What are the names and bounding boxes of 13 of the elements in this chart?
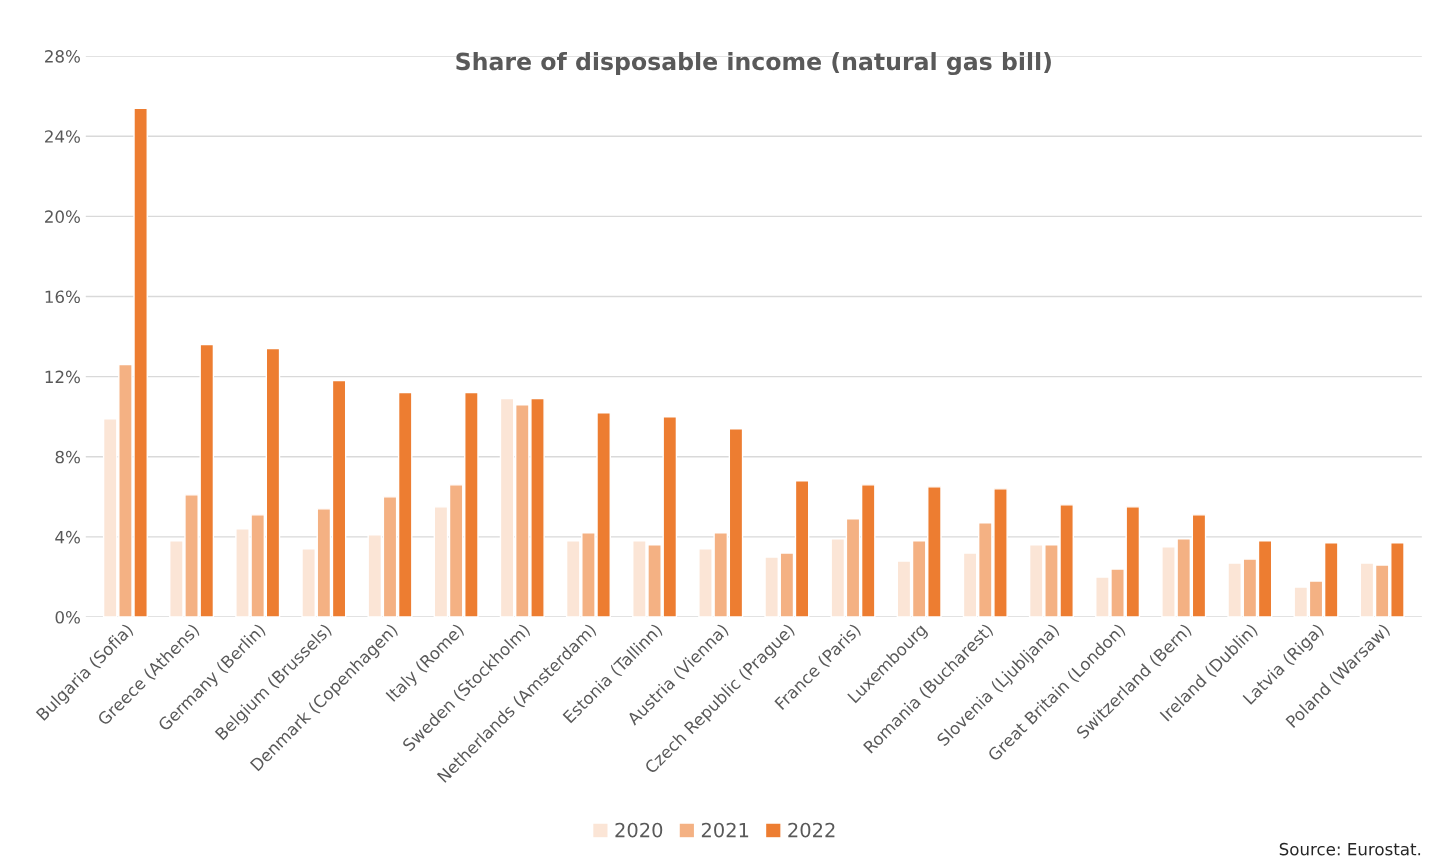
source-note: Source: Eurostat.: [1279, 842, 1421, 856]
y-tick-label: 12%: [45, 370, 80, 384]
y-tick-label: 0%: [55, 611, 80, 624]
y-tick-label: 20%: [45, 210, 80, 223]
y-tick-label: 28%: [45, 50, 80, 63]
y-tick-label: 16%: [45, 290, 80, 304]
y-tick-label: 24%: [45, 130, 80, 143]
chart-title: Share of disposable income (natural gas bill): [456, 52, 1051, 76]
y-tick-label: 4%: [55, 530, 80, 544]
legend-label: 2020: [615, 822, 663, 838]
legend-label: 2022: [788, 822, 835, 838]
legend-label: 2021: [701, 822, 749, 838]
y-tick-label: 8%: [55, 450, 80, 464]
